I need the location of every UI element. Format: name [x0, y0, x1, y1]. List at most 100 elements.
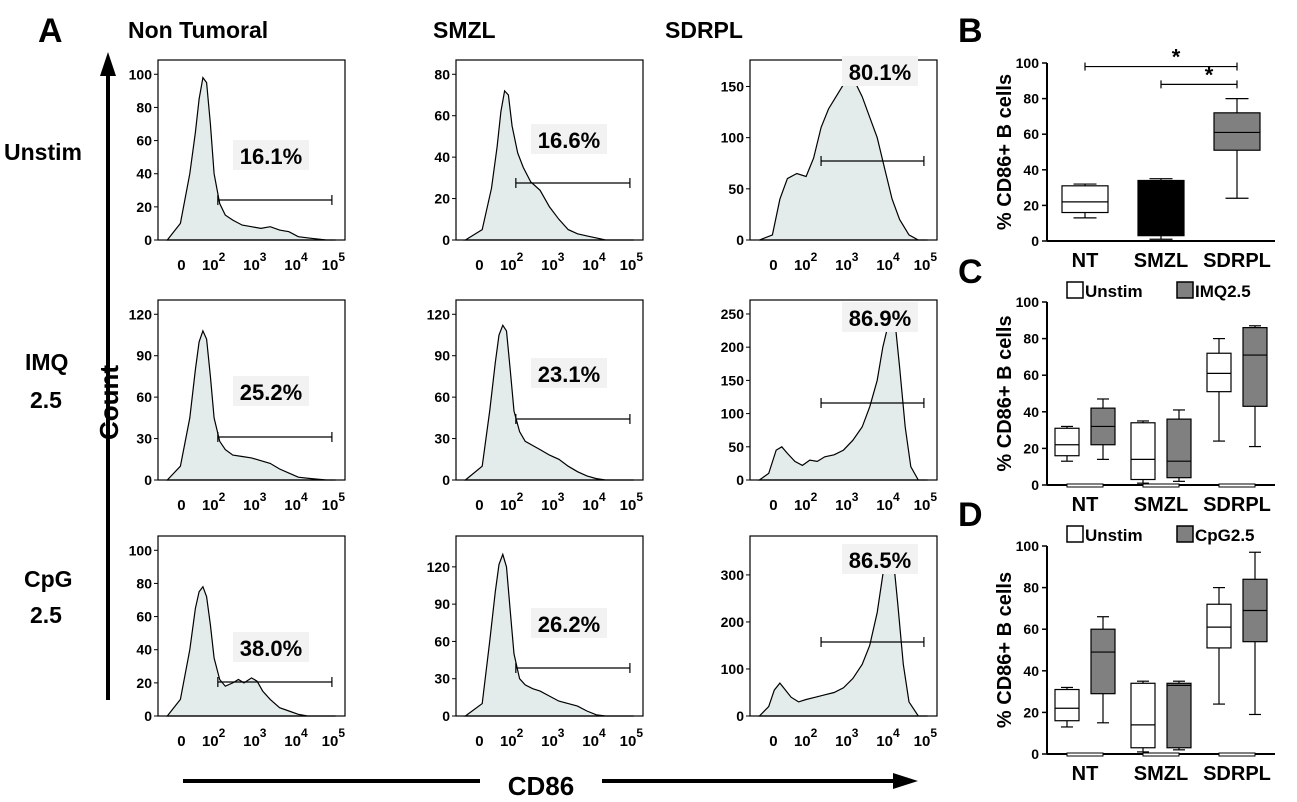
x-tick-label: 104	[582, 726, 606, 750]
x-tick-label: 103	[835, 250, 859, 274]
x-tick-label: 0	[177, 497, 185, 514]
x-tick-exponent: 4	[301, 250, 308, 264]
x-tick-exponent: 2	[517, 726, 524, 740]
legend-label: Unstim	[1085, 526, 1143, 545]
box	[1130, 682, 1156, 749]
x-tick-label: 0	[475, 257, 483, 274]
x-tick-label: 105	[914, 490, 938, 514]
y-tick-label: 80	[136, 99, 152, 115]
y-tick-label: 40	[434, 149, 450, 165]
x-tick-label: 102	[500, 490, 524, 514]
x-tick-exponent: 3	[558, 490, 565, 504]
x-tick-exponent: 3	[852, 726, 859, 740]
x-tick-label: 0	[769, 257, 777, 274]
category-label: SMZL	[1134, 763, 1188, 785]
y-tick-label: 0	[442, 472, 450, 488]
cd86-axis-arrowhead	[893, 773, 918, 789]
x-tick-exponent: 4	[893, 726, 900, 740]
x-tick-label: 102	[794, 250, 818, 274]
x-tick-label: 0	[475, 733, 483, 750]
histogram-9: 0 100 200 300 0 102 103 104 105 86.5%	[721, 535, 938, 750]
y-tick-label: 100	[129, 66, 153, 82]
row-label-imq-dose: 2.5	[30, 387, 62, 413]
percent-label: 80.1%	[849, 60, 911, 85]
x-tick-label: 105	[620, 490, 644, 514]
baseline-marker	[1218, 483, 1256, 488]
percent-label-bg	[842, 302, 918, 332]
histogram-6: 0 50 100 150 200 250 0 102 103 104 105 86.9%	[721, 299, 938, 514]
percent-label: 38.0%	[240, 636, 302, 661]
x-tick-label: 0	[177, 257, 185, 274]
y-tick-label: 0	[144, 708, 152, 724]
row-label-imq: IMQ	[25, 349, 68, 375]
y-tick-label: 40	[1023, 663, 1039, 679]
x-tick-label: 103	[541, 726, 565, 750]
y-tick-label: 60	[434, 389, 450, 405]
panel-letter-d: D	[958, 496, 983, 534]
x-tick-label: 105	[620, 726, 644, 750]
panel-c-boxplot: 0 20 40 60 80 100% CD86+ B cells NT SMZL SDRPL Un…	[994, 281, 1275, 516]
x-tick-exponent: 5	[930, 250, 937, 264]
percent-label: 16.6%	[538, 128, 600, 153]
x-tick-label: 104	[876, 490, 900, 514]
y-tick-label: 0	[736, 232, 744, 248]
x-tick-label: 105	[322, 726, 346, 750]
y-tick-label: 100	[721, 406, 745, 422]
category-label: SDRPL	[1203, 763, 1271, 785]
percent-label-bg	[531, 608, 607, 638]
histogram-curve	[463, 89, 634, 241]
x-tick-label: 105	[322, 490, 346, 514]
y-tick-label: 60	[1023, 367, 1039, 383]
histogram-curve	[463, 552, 634, 717]
y-tick-label: 60	[136, 133, 152, 149]
y-tick-label: 80	[136, 575, 152, 591]
x-tick-label: 103	[541, 250, 565, 274]
histogram-curve	[757, 315, 928, 481]
x-tick-exponent: 3	[852, 490, 859, 504]
y-tick-label: 0	[442, 708, 450, 724]
y-tick-label: 80	[434, 66, 450, 82]
baseline-marker	[1066, 483, 1104, 488]
category-label: NT	[1072, 494, 1099, 516]
y-tick-label: 90	[136, 348, 152, 364]
x-tick-label: 105	[620, 250, 644, 274]
y-tick-label: 80	[1023, 91, 1039, 107]
x-tick-label: 103	[243, 490, 267, 514]
y-tick-label: 90	[434, 348, 450, 364]
y-axis-label: % CD86+ B cells	[994, 572, 1016, 728]
x-tick-exponent: 4	[893, 490, 900, 504]
x-tick-exponent: 4	[301, 726, 308, 740]
y-tick-label: 0	[1031, 746, 1039, 762]
x-tick-exponent: 5	[338, 250, 345, 264]
box	[1213, 112, 1261, 151]
baseline-marker	[1218, 752, 1256, 757]
histogram-5: 0 30 60 90 120 0 102 103 104 105 23.1%	[427, 299, 644, 514]
box	[1130, 422, 1156, 481]
percent-label: 26.2%	[538, 612, 600, 637]
baseline-marker	[1142, 483, 1180, 488]
column-title-non-tumoral: Non Tumoral	[128, 17, 268, 43]
plot-frame	[455, 59, 644, 241]
y-tick-label: 0	[736, 708, 744, 724]
y-tick-label: 0	[1031, 233, 1039, 249]
y-tick-label: 60	[1023, 621, 1039, 637]
y-tick-label: 0	[144, 232, 152, 248]
histogram-4: 0 30 60 90 120 0 102 103 104 105 25.2%	[129, 299, 346, 514]
x-tick-exponent: 3	[558, 250, 565, 264]
legend-label: CpG2.5	[1195, 526, 1255, 545]
significance-star: *	[1205, 62, 1214, 87]
baseline-marker	[1066, 752, 1104, 757]
category-label: SDRPL	[1203, 494, 1271, 516]
plot-frame	[749, 299, 938, 481]
x-tick-label: 103	[243, 250, 267, 274]
x-tick-exponent: 2	[811, 490, 818, 504]
box	[1166, 418, 1192, 479]
x-tick-exponent: 4	[301, 490, 308, 504]
x-axis-label-cd86: CD86	[508, 771, 574, 801]
y-tick-label: 20	[1023, 197, 1039, 213]
y-tick-label: 40	[1023, 404, 1039, 420]
x-tick-label: 0	[475, 497, 483, 514]
y-axis-label: % CD86+ B cells	[994, 315, 1016, 471]
y-tick-label: 60	[1023, 126, 1039, 142]
